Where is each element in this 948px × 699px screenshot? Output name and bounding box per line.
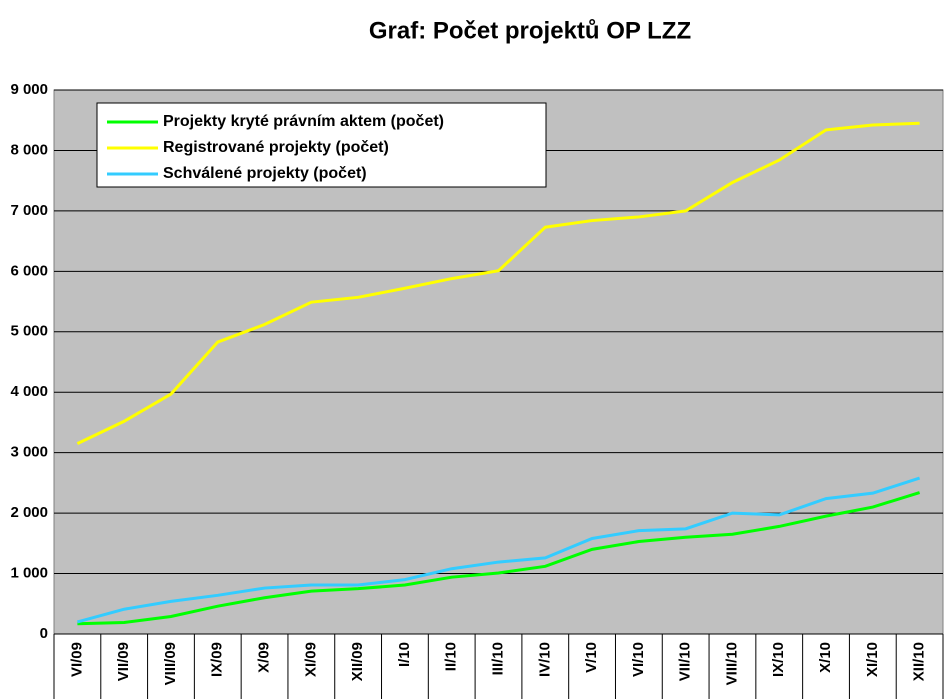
x-tick-label: VI/10 [630,642,647,677]
x-tick-label: VIII/09 [162,642,179,685]
y-tick-label: 8 000 [10,141,48,158]
x-tick-label: XI/09 [302,642,319,677]
line-series [77,491,921,626]
x-tick-label: III/10 [489,642,506,675]
x-tick-label: IV/10 [536,642,553,677]
legend-label: Schválené projekty (počet) [163,165,367,182]
y-tick-label: 6 000 [10,262,48,279]
legend-label: Registrované projekty (počet) [163,139,389,156]
x-tick-label: VIII/10 [723,642,740,685]
legend-label: Projekty kryté právním aktem (počet) [163,113,444,130]
x-tick-label: XI/10 [864,642,881,677]
y-tick-label: 5 000 [10,323,48,340]
y-tick-label: 7 000 [10,202,48,219]
chart-title: Graf: Počet projektů OP LZZ [369,17,691,44]
y-tick-label: 2 000 [10,504,48,521]
x-tick-label: I/10 [396,642,413,667]
x-tick-label: V/10 [583,642,600,673]
line-series [76,121,920,445]
y-tick-label: 9 000 [10,81,48,98]
x-tick-label: XII/09 [349,642,366,681]
x-tick-label: VI/09 [68,642,85,677]
x-tick-label: X/09 [256,642,273,673]
x-tick-label: IX/10 [770,642,787,677]
x-tick-label: II/10 [443,642,460,671]
legend-box [96,102,547,188]
y-tick-label: 1 000 [10,565,48,582]
y-tick-label: 3 000 [10,444,48,461]
y-tick-label: 4 000 [10,383,48,400]
x-tick-label: VII/09 [115,642,132,681]
x-tick-label: VII/10 [677,642,694,681]
x-tick-label: IX/09 [209,642,226,677]
line-series [77,476,921,624]
x-tick-label: X/10 [817,642,834,673]
y-tick-label: 0 [40,625,48,642]
x-tick-label: XII/10 [911,642,928,681]
